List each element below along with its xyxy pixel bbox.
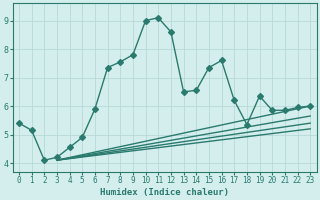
X-axis label: Humidex (Indice chaleur): Humidex (Indice chaleur)	[100, 188, 229, 197]
